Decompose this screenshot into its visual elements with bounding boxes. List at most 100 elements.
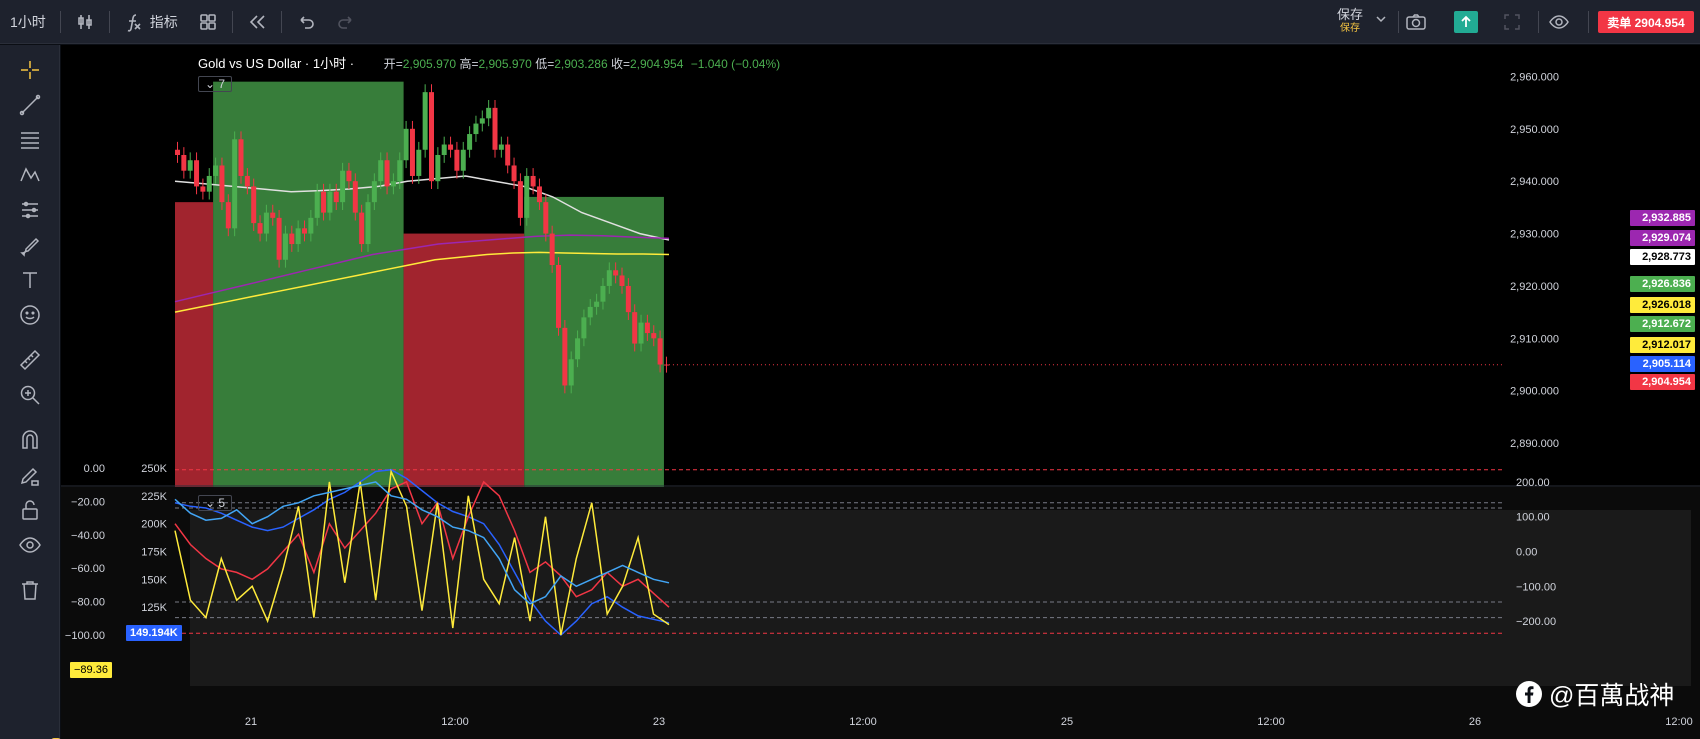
candle-body <box>429 92 434 182</box>
high-label: 高 <box>459 57 472 71</box>
fullscreen-button[interactable] <box>1502 12 1522 35</box>
candle-body <box>187 160 193 171</box>
candle-body <box>511 165 517 182</box>
candle-body <box>206 175 212 192</box>
candle-body <box>295 228 301 245</box>
osc-left-tick-label: 0.00 <box>84 463 105 475</box>
candle-body <box>441 144 447 155</box>
undo-button[interactable] <box>286 0 326 44</box>
lock-drawing-tool[interactable] <box>15 460 45 490</box>
delete-drawings-tool[interactable] <box>15 575 45 605</box>
candle-body <box>638 322 644 344</box>
drawing-toolbar <box>0 45 61 739</box>
undo-icon <box>300 15 314 29</box>
osc-value-badge-value: −89.36 <box>74 664 108 676</box>
chart-legend: Gold vs US Dollar · 1小时 · 开=2,905.970 高=… <box>198 53 780 72</box>
price-badge: 2,926.836 <box>1630 276 1695 293</box>
candle-body <box>251 186 257 224</box>
main-indicators-toggle[interactable]: ⌄ 7 <box>198 76 233 92</box>
candle-body <box>505 144 511 166</box>
volume-tick-label: 225K <box>141 491 167 503</box>
prediction-tool[interactable] <box>15 195 45 225</box>
zoom-tool[interactable] <box>15 380 45 410</box>
volume-badge: 149.194K <box>126 625 182 641</box>
save-button[interactable]: 保存 保存 <box>1310 6 1390 38</box>
function-icon <box>127 13 141 32</box>
candle-body <box>594 301 600 307</box>
chart-canvas[interactable]: 2,890.000 2,900.000 2,910.000 2,920.000 2,93… <box>61 45 1700 739</box>
price-tick-label: 2,900.000 <box>1510 386 1559 398</box>
candle-body <box>346 170 352 182</box>
osc-right-tick-label: −200.00 <box>1516 616 1556 628</box>
candle-body <box>587 306 593 318</box>
candle-body <box>606 270 612 286</box>
candle-body <box>435 155 441 182</box>
hide-drawings-tool[interactable] <box>15 530 45 560</box>
brush-icon <box>20 237 40 257</box>
osc-indicators-toggle[interactable]: ⌄ 5 <box>198 495 233 511</box>
volume-tick-label: 200K <box>141 519 167 531</box>
osc-left-tick-label: −40.00 <box>71 530 105 542</box>
zoom-in-icon <box>20 385 40 405</box>
candle-body <box>467 134 473 150</box>
candle-body <box>562 327 568 386</box>
candle-body <box>556 265 561 328</box>
candle-body <box>530 175 536 187</box>
zone-0 <box>175 202 214 487</box>
measure-tool[interactable] <box>15 345 45 375</box>
magnet-tool[interactable] <box>15 425 45 455</box>
fib-tool[interactable] <box>15 125 45 155</box>
candle-body <box>378 160 384 182</box>
crosshair-tool[interactable] <box>15 55 45 85</box>
oscillator-lines <box>174 468 670 637</box>
osc-series-3 <box>174 481 670 605</box>
brush-tool[interactable] <box>15 230 45 260</box>
candle-body <box>340 170 346 203</box>
pattern-icon <box>20 167 40 182</box>
toolbar-divider <box>59 10 61 33</box>
candles <box>175 84 669 394</box>
price-tick-label: 2,950.000 <box>1510 124 1559 136</box>
volume-tick-label: 150K <box>141 574 167 586</box>
facebook-icon <box>1516 681 1542 707</box>
indicators-button[interactable]: 指标 <box>114 0 188 44</box>
x-tick-label: 21 <box>245 716 257 728</box>
watermark-text: @百萬战神 <box>1549 682 1675 710</box>
snapshot-button[interactable] <box>1405 12 1427 35</box>
chart-type-button[interactable] <box>65 0 105 44</box>
candle-body <box>384 160 390 187</box>
redo-button[interactable] <box>326 0 366 44</box>
grid-icon <box>199 13 216 30</box>
publish-button[interactable] <box>1454 11 1478 33</box>
candle-body <box>543 202 549 234</box>
pencil-lock-icon <box>20 467 39 486</box>
candle-body <box>225 202 231 229</box>
trend-line-tool[interactable] <box>15 90 45 120</box>
price-badge: 2,926.018 <box>1630 297 1695 314</box>
candle-body <box>613 270 619 276</box>
symbol-title[interactable]: Gold vs US Dollar · 1小时 · <box>198 56 355 71</box>
open-value: 2,905.970 <box>402 57 457 71</box>
candle-body <box>549 233 555 265</box>
osc-indicator-count: 5 <box>218 496 226 510</box>
lock-all-tool[interactable] <box>15 495 45 525</box>
interval-selector[interactable]: 1小时 <box>0 0 56 44</box>
candle-body <box>365 202 371 245</box>
trend-line-icon <box>19 94 41 116</box>
visibility-button[interactable] <box>1548 12 1570 35</box>
emoji-tool[interactable] <box>15 300 45 330</box>
candle-body <box>536 186 542 203</box>
save-dropdown-button[interactable] <box>1374 12 1388 29</box>
text-tool[interactable] <box>15 265 45 295</box>
price-badge: 2,912.017 <box>1630 336 1695 353</box>
osc-left-tick-label: −20.00 <box>71 496 105 508</box>
candle-body <box>663 364 669 366</box>
sell-order-button[interactable]: 卖单 2904.954 <box>1598 11 1694 33</box>
fullscreen-icon <box>1504 14 1520 30</box>
pattern-tool[interactable] <box>15 160 45 190</box>
replay-button[interactable] <box>237 0 277 44</box>
layout-button[interactable] <box>188 0 228 44</box>
main-indicator-count: 7 <box>218 77 226 91</box>
trash-icon <box>22 581 38 600</box>
x-tick-label: 12:00 <box>441 716 469 728</box>
